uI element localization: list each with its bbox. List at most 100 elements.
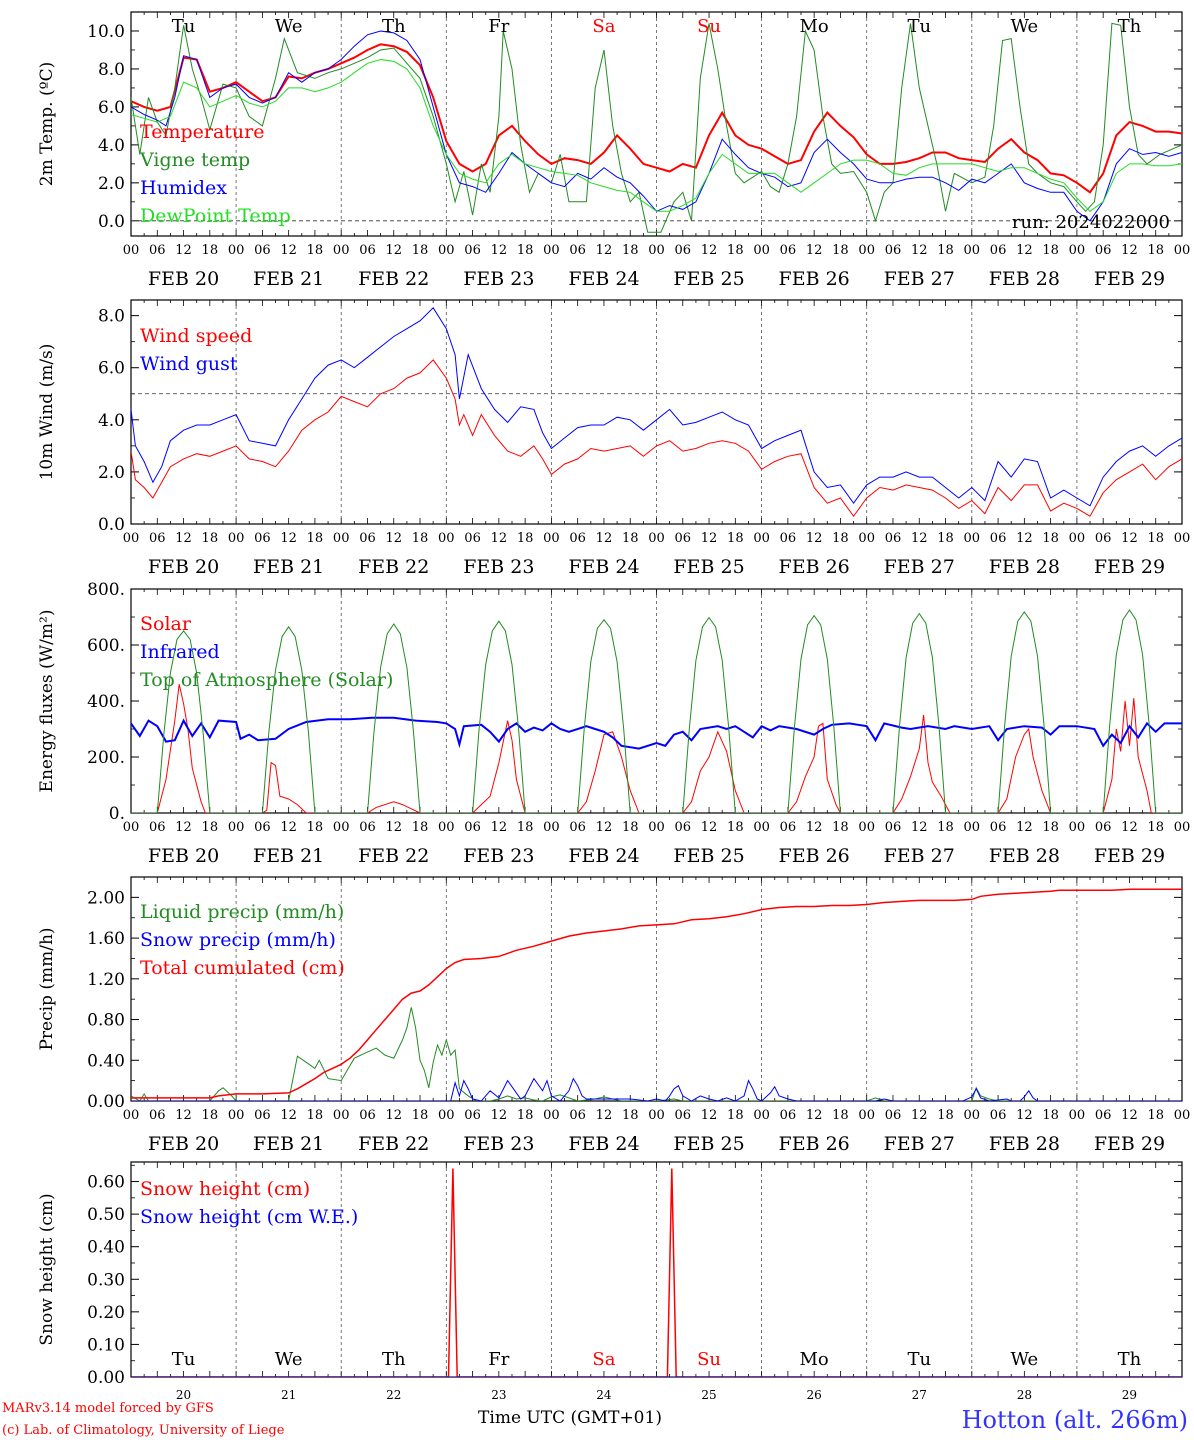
y-axis-label: Snow height (cm): [37, 1193, 57, 1345]
hour-label: 06: [569, 1108, 586, 1123]
hour-label: 06: [359, 820, 376, 835]
hour-label: 12: [701, 1108, 718, 1123]
y-tick-label: 2.0: [98, 174, 125, 194]
hour-label: 06: [569, 531, 586, 546]
hour-label: 18: [1042, 820, 1059, 835]
hour-label: 18: [832, 1108, 849, 1123]
legend-entry: Temperature: [140, 121, 264, 143]
day-name-bottom: Th: [1118, 1349, 1142, 1370]
y-axis-label: Energy fluxes (W/m²): [37, 610, 57, 793]
run-label: run: 2024022000: [1012, 212, 1170, 233]
y-tick-label: 10.0: [87, 22, 125, 42]
day-number: 22: [386, 1388, 401, 1402]
hour-label: 18: [412, 1108, 429, 1123]
hour-label: 00: [123, 1108, 140, 1123]
day-number: 29: [1122, 1388, 1137, 1402]
y-tick-label: 0.60: [87, 1173, 125, 1193]
panel-wind: 0.0 2.0 4.0 6.0 8.0 10m Wind (m/s) Wind speed W…: [37, 299, 1191, 578]
panel-snow: 0.00 0.10 0.20 0.30 0.40 0.50 0.60 Snow height …: [37, 1161, 1183, 1402]
hour-label: 18: [1147, 531, 1164, 546]
y-tick-label: 0.0: [98, 515, 125, 535]
hour-label: 00: [438, 243, 455, 258]
plot-frame: [130, 299, 1183, 525]
date-label: FEB 28: [989, 556, 1060, 578]
hour-label: 18: [517, 243, 534, 258]
model-credit: MARv3.14 model forced by GFS: [2, 1401, 214, 1416]
hour-label: 18: [937, 531, 954, 546]
series-precip-0: [131, 1007, 1182, 1101]
hour-label: 18: [622, 243, 639, 258]
series-temp-0: [131, 43, 1182, 194]
hour-label: 00: [228, 1108, 245, 1123]
hour-label: 00: [753, 531, 770, 546]
date-label: FEB 22: [358, 1133, 429, 1155]
date-label: FEB 24: [568, 1133, 639, 1155]
hour-label: 00: [438, 820, 455, 835]
date-label: FEB 26: [779, 556, 850, 578]
x-axis-label: Time UTC (GMT+01): [478, 1408, 662, 1428]
legend-entry: Total cumulated (cm): [140, 957, 345, 979]
date-label: FEB 29: [1094, 556, 1165, 578]
legend-entry: Vigne temp: [139, 149, 250, 171]
plot-frame: [130, 11, 1183, 237]
hour-label: 00: [858, 243, 875, 258]
series-flux-1: [131, 716, 1182, 750]
hour-label: 06: [780, 1108, 797, 1123]
hour-label: 06: [464, 820, 481, 835]
date-label: FEB 27: [884, 845, 955, 867]
hour-label: 06: [464, 243, 481, 258]
series-snow-0: [131, 1168, 1182, 1377]
day-number: 21: [281, 1388, 296, 1402]
y-tick-label: 1.20: [87, 970, 125, 990]
date-label: FEB 21: [253, 268, 324, 290]
hour-label: 06: [1095, 1108, 1112, 1123]
hour-label: 00: [123, 531, 140, 546]
hour-label: 12: [280, 531, 297, 546]
hour-label: 18: [622, 531, 639, 546]
hour-label: 00: [543, 243, 560, 258]
date-label: FEB 21: [253, 556, 324, 578]
y-tick-label: 1.60: [87, 929, 125, 949]
date-label: FEB 20: [148, 1133, 219, 1155]
hour-label: 06: [990, 820, 1007, 835]
day-name-top: We: [1011, 16, 1039, 37]
y-axis-label: 10m Wind (m/s): [37, 344, 57, 481]
hour-label: 12: [385, 1108, 402, 1123]
day-number: 27: [912, 1388, 927, 1402]
hour-label: 12: [280, 1108, 297, 1123]
hour-label: 18: [832, 531, 849, 546]
hour-label: 18: [727, 820, 744, 835]
station-label: Hotton (alt. 266m): [962, 1406, 1188, 1434]
hour-label: 00: [1174, 531, 1191, 546]
date-label: FEB 22: [358, 845, 429, 867]
legend-entry: Solar: [140, 613, 192, 635]
date-label: FEB 21: [253, 1133, 324, 1155]
hour-label: 00: [964, 243, 981, 258]
hour-label: 12: [596, 820, 613, 835]
panel-precip: 0.00 0.40 0.80 1.20 1.60 2.00 Precip (mm/h) Liq…: [37, 876, 1191, 1155]
date-label: FEB 24: [568, 845, 639, 867]
date-label: FEB 27: [884, 556, 955, 578]
hour-label: 06: [1095, 243, 1112, 258]
y-tick-label: 0.: [109, 804, 125, 824]
y-tick-label: 0.40: [87, 1051, 125, 1071]
legend-entry: Snow height (cm): [140, 1178, 310, 1200]
day-name-bottom: Mo: [800, 1349, 829, 1370]
day-name-bottom: We: [275, 1349, 303, 1370]
hour-label: 12: [1121, 820, 1138, 835]
hour-label: 00: [1174, 1108, 1191, 1123]
legend-entry: Top of Atmosphere (Solar): [140, 669, 393, 691]
y-axis-label: 2m Temp. (ºC): [37, 62, 57, 187]
series-temp-1: [131, 22, 1182, 233]
hour-label: 06: [885, 820, 902, 835]
date-label: FEB 24: [568, 556, 639, 578]
hour-label: 06: [780, 531, 797, 546]
y-tick-label: 0.30: [87, 1270, 125, 1290]
legend-entry: Infrared: [140, 641, 220, 663]
date-label: FEB 25: [673, 1133, 744, 1155]
day-number: 25: [701, 1388, 716, 1402]
day-name-top: Tu: [172, 16, 196, 37]
hour-label: 06: [885, 1108, 902, 1123]
hour-label: 18: [1147, 1108, 1164, 1123]
hour-label: 00: [648, 243, 665, 258]
